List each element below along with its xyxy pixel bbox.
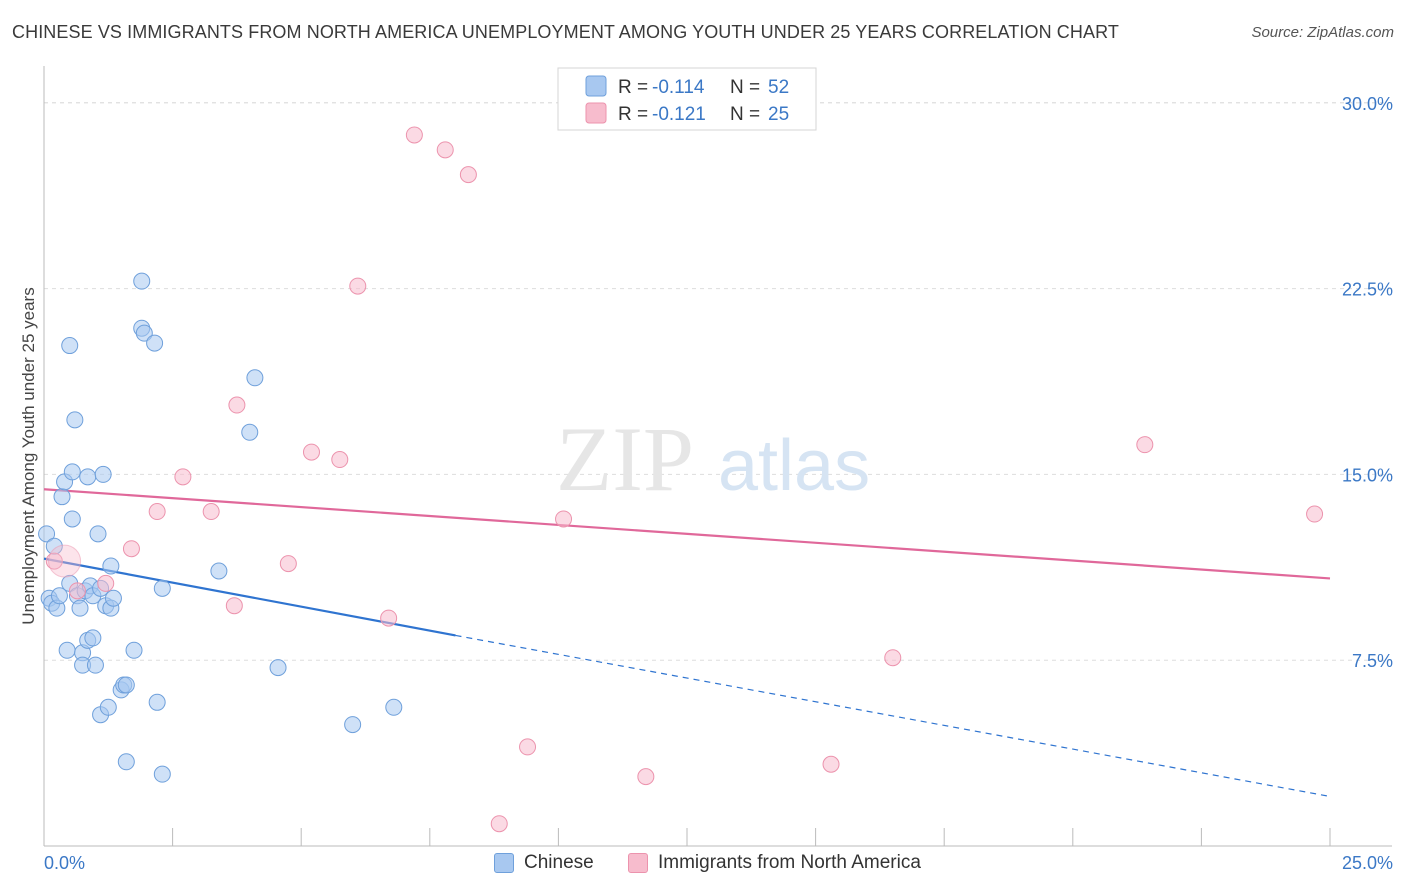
point-immigrants: [380, 609, 398, 627]
watermark-atlas: atlas: [718, 426, 870, 506]
point-immigrants: [68, 582, 86, 600]
point-chinese: [86, 656, 104, 674]
point-chinese: [50, 587, 68, 605]
point-chinese: [71, 599, 89, 617]
legend-n-value-chinese: 52: [768, 77, 789, 98]
y-tick-label: 7.5%: [1352, 651, 1393, 671]
x-tick-label: 0.0%: [44, 853, 85, 873]
y-tick-label: 30.0%: [1342, 94, 1393, 114]
point-immigrants: [459, 166, 477, 184]
legend-swatch-immigrants: [585, 102, 607, 124]
legend-label-chinese: Chinese: [524, 852, 594, 873]
point-chinese: [99, 698, 117, 716]
grid-lines: [44, 102, 1392, 661]
legend-r-label-immigrants: R =: [618, 104, 648, 125]
point-chinese: [89, 525, 107, 543]
point-chinese: [210, 562, 228, 580]
point-immigrants: [884, 649, 902, 667]
legend-swatch-chinese: [494, 853, 514, 873]
legend-item-chinese: Chinese: [494, 852, 594, 874]
point-chinese: [84, 629, 102, 647]
point-immigrants: [228, 396, 246, 414]
point-chinese: [153, 765, 171, 783]
point-immigrants: [822, 755, 840, 773]
point-chinese: [344, 716, 362, 734]
y-tick-labels: 7.5% 15.0% 22.5% 30.0%: [1342, 94, 1393, 671]
y-tick-label: 22.5%: [1342, 280, 1393, 300]
point-immigrants: [637, 768, 655, 786]
point-immigrants: [174, 468, 192, 486]
point-immigrants: [1136, 436, 1154, 454]
legend-r-value-chinese: -0.114: [652, 77, 705, 98]
point-chinese: [102, 557, 120, 575]
data-points: [38, 126, 1324, 833]
point-immigrants: [148, 503, 166, 521]
watermark: ZIP atlas: [556, 408, 870, 510]
y-axis-label: Unemployment Among Youth under 25 years: [19, 287, 38, 624]
legend-item-immigrants: Immigrants from North America: [628, 852, 921, 874]
point-immigrants: [279, 555, 297, 573]
point-chinese: [63, 510, 81, 528]
legend-swatch-chinese: [585, 75, 607, 97]
y-tick-label: 15.0%: [1342, 465, 1393, 485]
point-chinese: [94, 465, 112, 483]
legend-n-value-immigrants: 25: [768, 104, 789, 125]
point-chinese: [135, 324, 153, 342]
point-chinese: [246, 369, 264, 387]
legend-n-label-chinese: N =: [730, 77, 760, 98]
trendline-immigrants: [43, 488, 1331, 580]
watermark-zip: ZIP: [556, 408, 694, 510]
x-tick-labels: 0.0% 25.0%: [44, 853, 1393, 873]
point-chinese: [146, 334, 164, 352]
legend-r-label-chinese: R =: [618, 77, 648, 98]
source-label: Source: ZipAtlas.com: [1251, 24, 1394, 41]
point-chinese: [104, 589, 122, 607]
point-chinese: [148, 693, 166, 711]
point-immigrants: [555, 510, 573, 528]
point-immigrants: [331, 451, 349, 469]
point-chinese: [53, 488, 71, 506]
point-immigrants: [490, 815, 508, 833]
point-chinese: [61, 337, 79, 355]
chart-title: CHINESE VS IMMIGRANTS FROM NORTH AMERICA…: [12, 22, 1119, 42]
point-chinese: [125, 641, 143, 659]
point-immigrants: [405, 126, 423, 144]
point-immigrants: [302, 443, 320, 461]
point-immigrants: [519, 738, 537, 756]
point-chinese: [241, 423, 259, 441]
point-chinese: [63, 463, 81, 481]
point-immigrants: [225, 597, 243, 615]
legend-r-value-immigrants: -0.121: [652, 104, 706, 125]
point-immigrants: [97, 574, 115, 592]
point-immigrants: [1306, 505, 1324, 523]
axes: [43, 66, 1392, 847]
point-immigrants-cluster: [48, 544, 82, 578]
x-tick-label: 25.0%: [1342, 853, 1393, 873]
point-chinese: [117, 753, 135, 771]
point-immigrants: [122, 540, 140, 558]
point-immigrants: [349, 277, 367, 295]
trendline-chinese-dashed: [455, 634, 1331, 798]
point-chinese: [79, 468, 97, 486]
point-chinese: [153, 579, 171, 597]
point-immigrants: [436, 141, 454, 159]
point-chinese: [66, 411, 84, 429]
point-chinese: [58, 641, 76, 659]
legend-label-immigrants: Immigrants from North America: [658, 852, 921, 873]
point-chinese: [269, 659, 287, 677]
point-chinese: [117, 676, 135, 694]
point-chinese: [385, 698, 403, 716]
bottom-legend: Chinese Immigrants from North America: [0, 852, 1406, 878]
legend-n-label-immigrants: N =: [730, 104, 760, 125]
point-immigrants: [45, 552, 63, 570]
point-chinese: [38, 525, 56, 543]
point-chinese: [133, 272, 151, 290]
legend-swatch-immigrants: [628, 853, 648, 873]
trendlines: [43, 488, 1331, 798]
top-legend: R = -0.114 N = 52 R = -0.121 N = 25: [557, 67, 817, 131]
point-immigrants: [202, 503, 220, 521]
